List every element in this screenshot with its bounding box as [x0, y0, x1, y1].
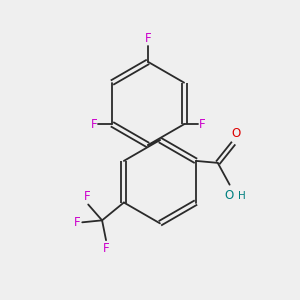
- Text: F: F: [103, 242, 110, 255]
- Text: F: F: [145, 32, 151, 45]
- Text: F: F: [199, 118, 206, 131]
- Text: O: O: [231, 127, 240, 140]
- Text: F: F: [74, 216, 80, 229]
- Text: F: F: [91, 118, 97, 131]
- Text: O: O: [224, 189, 233, 202]
- Text: H: H: [238, 190, 245, 201]
- Text: F: F: [84, 190, 91, 202]
